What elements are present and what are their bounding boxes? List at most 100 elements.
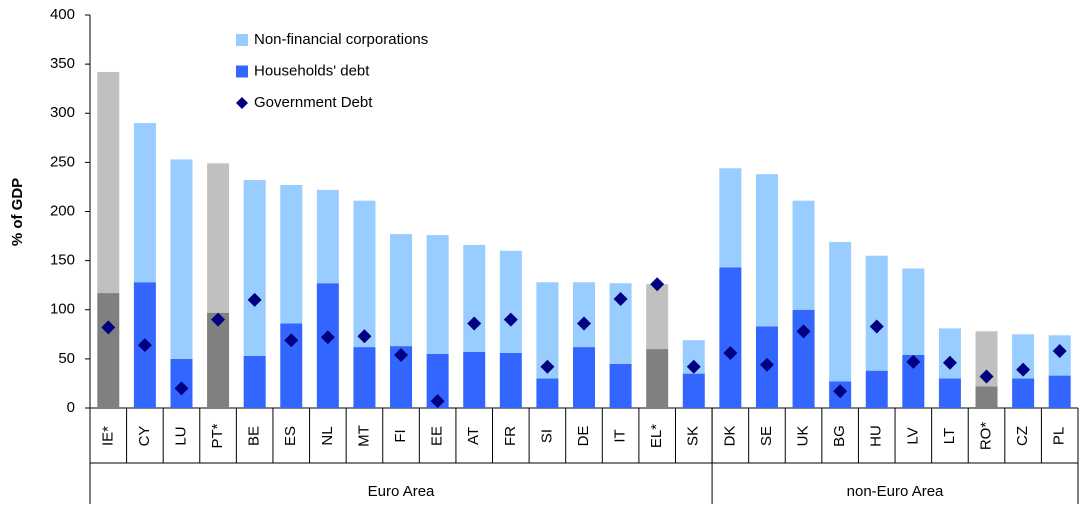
legend-swatch bbox=[236, 65, 248, 78]
bar-segment bbox=[316, 189, 339, 284]
bar-segment bbox=[1048, 375, 1071, 408]
x-tick-label: PL bbox=[1051, 427, 1068, 445]
group-label: non-Euro Area bbox=[847, 483, 944, 500]
x-tick-label: CZ bbox=[1014, 426, 1031, 446]
bar-segment bbox=[938, 328, 961, 379]
bar-segment bbox=[902, 268, 925, 355]
marker bbox=[723, 345, 738, 360]
marker bbox=[320, 330, 335, 345]
marker bbox=[1052, 344, 1067, 359]
x-tick-label: LT bbox=[941, 428, 958, 444]
legend-swatch bbox=[236, 34, 248, 46]
bar-segment bbox=[280, 184, 303, 324]
x-tick-label: SE bbox=[758, 426, 775, 446]
x-tick-label: LU bbox=[172, 426, 189, 445]
marker bbox=[577, 316, 591, 331]
marker bbox=[686, 359, 701, 374]
x-tick-label: FR bbox=[502, 426, 519, 446]
x-tick-label: NL bbox=[319, 426, 336, 445]
x-tick-label: PT* bbox=[209, 423, 226, 448]
legend-label: Households' debt bbox=[254, 62, 370, 79]
bar-segment bbox=[243, 180, 266, 356]
marker bbox=[174, 381, 189, 396]
marker bbox=[357, 329, 372, 344]
x-tick-label: CY bbox=[136, 426, 153, 447]
bar-segment bbox=[536, 282, 559, 379]
y-tick-label: 150 bbox=[50, 252, 75, 269]
y-tick-label: 0 bbox=[67, 399, 75, 416]
marker bbox=[430, 394, 445, 409]
x-tick-label: SI bbox=[538, 429, 555, 443]
legend-label: Non-financial corporations bbox=[254, 31, 428, 48]
bar-segment bbox=[792, 309, 815, 408]
bar-segment bbox=[390, 346, 413, 408]
marker bbox=[503, 312, 518, 327]
marker bbox=[137, 338, 152, 353]
bar-segment bbox=[646, 284, 669, 350]
bar-segment bbox=[682, 373, 705, 408]
bar-segment bbox=[609, 363, 632, 408]
x-tick-label: ES bbox=[282, 426, 299, 446]
bar-segment bbox=[865, 370, 888, 408]
bar-segment bbox=[829, 241, 852, 382]
y-tick-label: 300 bbox=[50, 104, 75, 121]
x-tick-label: BE bbox=[246, 426, 263, 446]
y-tick-label: 100 bbox=[50, 301, 75, 318]
marker bbox=[247, 292, 262, 307]
bar-segment bbox=[207, 163, 230, 313]
marker bbox=[284, 333, 299, 348]
bar-segment bbox=[609, 283, 632, 364]
bar-segment bbox=[463, 244, 486, 352]
x-tick-label: LV bbox=[904, 427, 921, 444]
bar-segment bbox=[280, 323, 303, 408]
bar-segment bbox=[353, 347, 376, 408]
y-tick-label: 50 bbox=[58, 350, 75, 367]
bar-segment bbox=[902, 354, 925, 408]
x-tick-label: MT bbox=[355, 425, 372, 447]
x-tick-label: EE bbox=[429, 426, 446, 446]
bar-segment bbox=[938, 378, 961, 408]
y-tick-label: 200 bbox=[50, 202, 75, 219]
marker bbox=[796, 324, 811, 339]
marker bbox=[101, 320, 116, 335]
legend-label: Government Debt bbox=[254, 94, 373, 111]
x-tick-label: DK bbox=[721, 426, 738, 447]
bar-segment bbox=[207, 312, 230, 408]
y-tick-label: 400 bbox=[50, 6, 75, 23]
bar-segment bbox=[499, 352, 522, 408]
marker bbox=[1016, 362, 1031, 377]
bar-segment bbox=[573, 347, 595, 408]
bar-segment bbox=[646, 349, 669, 408]
bar-segment bbox=[573, 282, 595, 348]
x-tick-label: SK bbox=[685, 426, 702, 446]
marker bbox=[211, 312, 226, 327]
bar-segment bbox=[97, 71, 120, 294]
marker bbox=[467, 316, 482, 331]
x-tick-label: UK bbox=[795, 426, 812, 447]
bar-segment bbox=[390, 234, 413, 347]
bar-segment bbox=[170, 159, 193, 359]
marker bbox=[869, 319, 884, 334]
x-tick-label: AT bbox=[465, 427, 482, 445]
x-tick-label: FI bbox=[392, 429, 409, 442]
bar-segment bbox=[353, 200, 376, 348]
x-tick-label: IE* bbox=[99, 426, 116, 446]
bar-segment bbox=[426, 353, 449, 408]
bar-segment bbox=[426, 235, 449, 354]
bar-segment bbox=[499, 250, 522, 353]
bar-segment bbox=[865, 255, 888, 371]
y-tick-label: 250 bbox=[50, 153, 75, 170]
bar-segment bbox=[97, 293, 120, 408]
bar-segment bbox=[1012, 334, 1035, 379]
bar-segment bbox=[243, 355, 266, 408]
bar-segment bbox=[463, 351, 486, 408]
marker bbox=[650, 277, 665, 292]
marker bbox=[906, 354, 921, 369]
marker bbox=[942, 355, 957, 370]
marker bbox=[540, 359, 555, 374]
x-tick-label: HU bbox=[868, 425, 885, 447]
x-tick-label: RO* bbox=[977, 422, 994, 451]
bar-segment bbox=[719, 267, 742, 408]
marker bbox=[833, 384, 848, 399]
bar-segment bbox=[133, 123, 156, 283]
